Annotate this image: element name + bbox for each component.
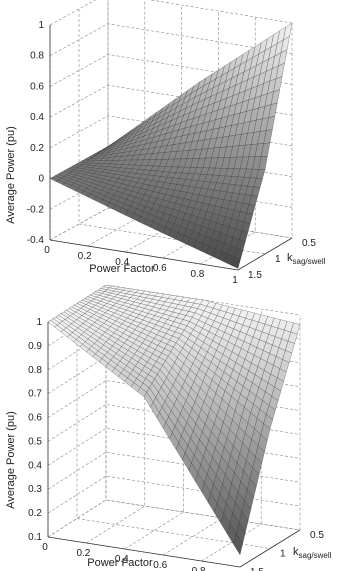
z-gridline	[47, 428, 301, 466]
x-axis-line	[49, 239, 239, 271]
z-tick-label: 0.3	[28, 484, 42, 495]
y-tick-label: 1	[275, 254, 281, 265]
z-tick-label: 0.6	[28, 413, 42, 424]
y-axis-label-sub-top: sag/swell	[293, 257, 326, 266]
z-gridline	[49, 0, 293, 26]
z-axis-label-bottom: Average Power (pu)	[5, 411, 17, 509]
surface-patch	[233, 533, 243, 556]
z-gridline	[47, 451, 301, 490]
z-tick-label: 0.2	[30, 143, 44, 154]
chart-bottom: 0.1 0.2 0.3 0.4 0.5 0.6 0.7 0.8 0.9 1 0 0.2 0.4 0.6 0.…	[5, 284, 332, 571]
z-gridline	[47, 356, 301, 394]
y-axis-line	[237, 237, 293, 271]
z-tick-label: -0.2	[27, 204, 45, 215]
z-tick-label: 0.2	[28, 508, 42, 519]
z-tick-label: 0.8	[28, 365, 42, 376]
surface-bottom	[47, 284, 301, 556]
x-tick-label: 0.6	[153, 560, 167, 571]
y-axis-label-top: ksag/swell	[287, 252, 326, 266]
z-gridline	[47, 332, 301, 371]
z-tick-label: 0.5	[28, 436, 42, 447]
x-gridline	[125, 5, 182, 253]
z-tick-label: -0.4	[27, 235, 45, 246]
z-gridline	[47, 475, 301, 514]
axes-top: -0.4 -0.2 0 0.2 0.4 0.6 0.8 1 0 0.2 0.4 0.6 0.8 1 0.5 1…	[27, 20, 317, 286]
z-tick-label: 0	[38, 174, 44, 185]
x-tick-label: 0.6	[153, 263, 167, 274]
z-tick-label: 1	[38, 20, 44, 31]
x-axis-label-bottom: Power Factor	[87, 557, 153, 569]
z-tick-label: 1	[36, 317, 42, 328]
z-tick-label: 0.6	[30, 81, 44, 92]
y-gridline	[107, 0, 293, 239]
x-tick-label: 0.4	[115, 554, 129, 565]
y-tick-label: 0.5	[302, 238, 316, 249]
y-axis-label-bottom: ksag/swell	[293, 546, 332, 560]
y-axis-label-main-bottom: k	[293, 546, 299, 558]
x-axis-line	[47, 536, 241, 568]
z-axis-label-top: Average Power (pu)	[5, 126, 17, 224]
y-tick-label: 0.5	[310, 530, 324, 541]
z-tick-label: 0.4	[30, 112, 44, 123]
y-tick-label: 1.5	[248, 270, 262, 281]
x-tick-label: 0.8	[190, 269, 204, 280]
x-tick-label: 0.2	[78, 251, 92, 262]
y-axis-label-sub-bottom: sag/swell	[299, 551, 332, 560]
z-gridline	[47, 380, 301, 418]
x-tick-label: 0.4	[115, 257, 129, 268]
z-tick-label: 0.8	[30, 51, 44, 62]
y-axis-label-main-top: k	[287, 252, 293, 264]
y-tick-label: 1	[280, 549, 286, 560]
z-tick-label: 0.7	[28, 389, 42, 400]
z-tick-label: 0.9	[28, 341, 42, 352]
x-tick-label: 0	[44, 245, 50, 256]
x-tick-label: 0	[42, 542, 48, 553]
x-tick-label: 0.8	[192, 566, 206, 571]
x-tick-label: 1	[232, 275, 238, 286]
x-tick-label: 0.2	[76, 548, 90, 559]
axes-bottom: 0.1 0.2 0.3 0.4 0.5 0.6 0.7 0.8 0.9 1 0 0.2 0.4 0.6 0.…	[28, 317, 324, 571]
surface-top	[49, 22, 293, 269]
z-tick-label: 0.4	[28, 460, 42, 471]
x-axis-label-top: Power Factor	[89, 263, 155, 275]
z-tick-label: 0.1	[28, 532, 42, 543]
surface-patch	[231, 256, 241, 269]
chart-top: -0.4 -0.2 0 0.2 0.4 0.6 0.8 1 0 0.2 0.4 0.6 0.8 1 0.5 1…	[5, 0, 326, 286]
y-axis-line	[239, 529, 301, 568]
z-gridline	[47, 499, 301, 538]
y-tick-label: 1.5	[250, 567, 264, 571]
y-gridline	[76, 303, 271, 549]
z-gridline	[47, 404, 301, 442]
